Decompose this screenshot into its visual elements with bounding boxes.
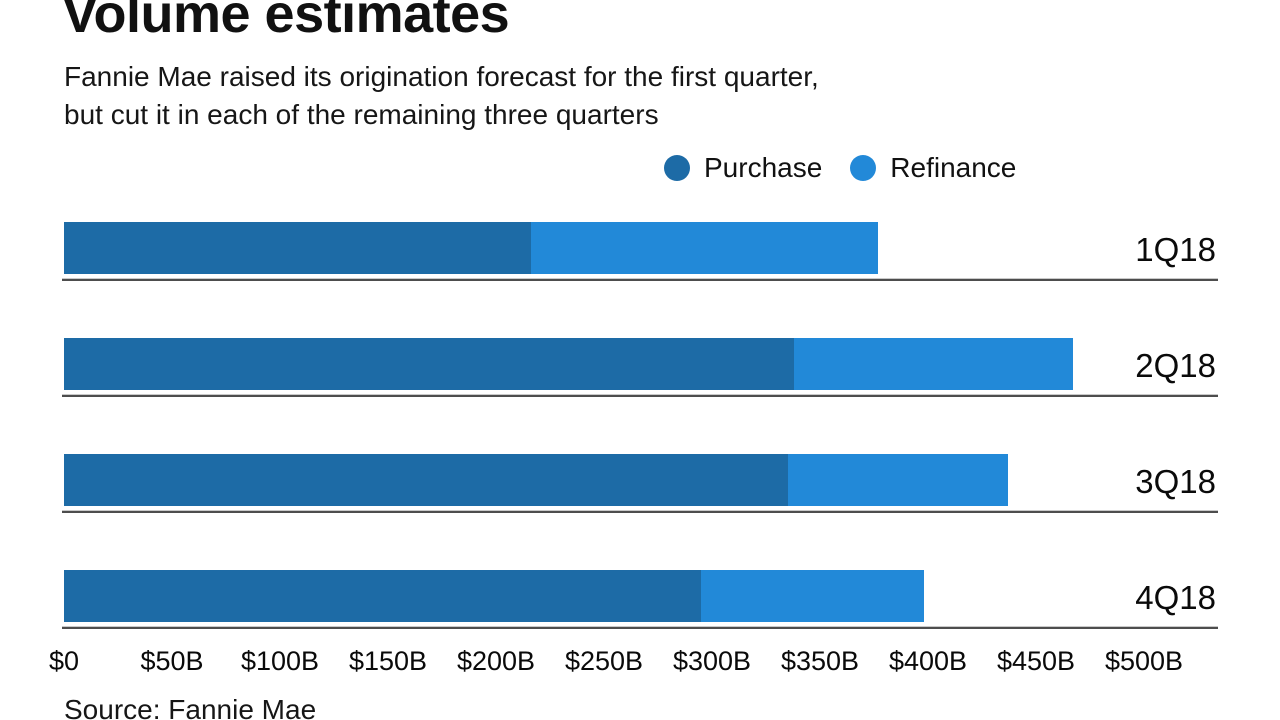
category-label-2q18: 2Q18 xyxy=(1135,347,1216,384)
chart-subtitle: Fannie Mae raised its origination foreca… xyxy=(64,58,819,134)
bar-segment-purchase-3q18 xyxy=(64,454,788,506)
bar-segment-refinance-3q18 xyxy=(787,454,1008,506)
legend-label-refinance: Refinance xyxy=(890,152,1017,183)
x-axis-label-7: $350B xyxy=(780,646,860,676)
source-note: Source: Fannie Mae xyxy=(64,694,317,720)
x-axis-label-1: $50B xyxy=(140,646,204,676)
legend-label-purchase: Purchase xyxy=(704,152,823,183)
legend: Purchase Refinance xyxy=(664,152,1016,184)
bar-segment-refinance-4q18 xyxy=(701,570,924,622)
bar-segment-purchase-1q18 xyxy=(64,222,531,274)
row-baseline xyxy=(62,510,1218,513)
category-label-4q18: 4Q18 xyxy=(1135,579,1216,616)
category-label-3q18: 3Q18 xyxy=(1135,463,1216,500)
bar-segment-refinance-2q18 xyxy=(794,338,1073,390)
chart-title: Volume estimates xyxy=(62,0,510,44)
x-axis-label-5: $250B xyxy=(564,646,644,676)
chart-subtitle-line1: Fannie Mae raised its origination foreca… xyxy=(64,61,819,92)
category-label-1q18: 1Q18 xyxy=(1135,231,1216,268)
bar-segment-refinance-1q18 xyxy=(530,222,879,274)
x-axis-label-4: $200B xyxy=(456,646,536,676)
refinance-swatch-icon xyxy=(850,155,877,181)
x-axis-label-3: $150B xyxy=(348,646,428,676)
bar-segment-purchase-2q18 xyxy=(64,338,795,390)
row-baseline xyxy=(62,278,1218,281)
x-axis-label-2: $100B xyxy=(240,646,320,676)
bar-segment-purchase-4q18 xyxy=(64,570,702,622)
row-baseline xyxy=(62,626,1218,629)
purchase-swatch-icon xyxy=(664,155,690,181)
x-axis-label-8: $400B xyxy=(888,646,968,676)
x-axis-label-9: $450B xyxy=(996,646,1076,676)
legend-item-purchase: Purchase xyxy=(664,152,822,184)
x-axis-label-0: $0 xyxy=(48,646,80,676)
x-axis-label-10: $500B xyxy=(1104,646,1184,676)
chart-subtitle-line2: but cut it in each of the remaining thre… xyxy=(64,99,659,130)
legend-item-refinance: Refinance xyxy=(850,152,1016,184)
x-axis-label-6: $300B xyxy=(672,646,752,676)
row-baseline xyxy=(62,394,1218,397)
